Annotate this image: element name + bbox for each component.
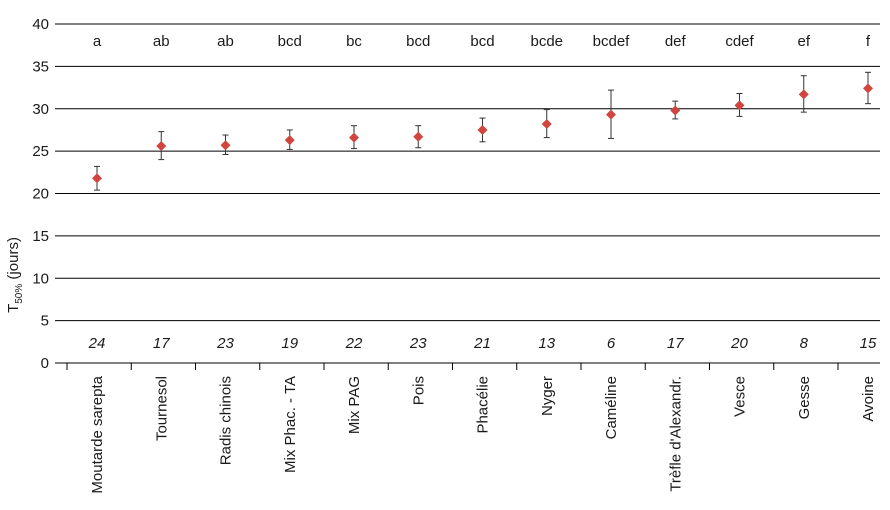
significance-letter: bcd: [470, 33, 494, 50]
sample-count: 23: [216, 335, 234, 352]
sample-count: 23: [409, 335, 427, 352]
error-bars: [94, 71, 871, 191]
data-point: [349, 132, 359, 143]
significance-letters: a ab ab bcd bc bcd bcd bcde bcdef def cdef ef f: [93, 33, 871, 50]
significance-letter: cdef: [725, 33, 754, 50]
significance-letter: ab: [153, 33, 170, 50]
data-point: [670, 105, 681, 116]
sample-count: 17: [667, 335, 684, 352]
sample-count: 19: [281, 335, 298, 352]
significance-letter: ef: [797, 33, 810, 50]
significance-letter: ab: [217, 33, 234, 50]
sample-count: 24: [88, 335, 106, 352]
y-axis-title-main: T: [5, 304, 22, 313]
sample-count: 20: [730, 335, 748, 352]
data-point: [220, 140, 231, 151]
sample-count: 17: [153, 335, 170, 352]
category-label: Mix PAG: [346, 376, 363, 434]
y-tick-label-10: 10: [32, 270, 49, 287]
data-point: [863, 83, 873, 94]
y-tick-label-25: 25: [32, 143, 49, 160]
y-axis-title: T50% (jours): [5, 237, 25, 313]
category-label: Nyger: [539, 376, 556, 416]
sample-count: 22: [345, 335, 363, 352]
significance-letter: def: [665, 33, 687, 50]
data-points: [92, 83, 873, 184]
category-label: Avoine: [860, 376, 877, 422]
sample-counts: 24 17 23 19 22 23 21 13 6 17 20 8 15: [88, 335, 877, 352]
y-axis: 0 5 10 15 20 25 30 35 40: [32, 16, 49, 372]
y-tick-label-30: 30: [32, 101, 49, 118]
significance-letter: bcd: [278, 33, 302, 50]
data-point: [798, 89, 809, 100]
y-tick-label-5: 5: [41, 313, 49, 330]
sample-count: 8: [800, 335, 809, 352]
data-point: [477, 124, 488, 135]
y-tick-label-15: 15: [32, 228, 49, 245]
data-point: [92, 173, 102, 184]
y-axis-title-suffix: (jours): [5, 237, 22, 284]
sample-count: 21: [473, 335, 491, 352]
significance-letter: bcde: [530, 33, 563, 50]
data-point: [156, 141, 167, 152]
data-point: [541, 119, 552, 130]
category-label: Trèfle d'Alexandr.: [667, 376, 684, 492]
y-tick-label-35: 35: [32, 58, 49, 75]
data-point: [284, 135, 295, 146]
sample-count: 6: [607, 335, 616, 352]
grid-lines: [55, 23, 880, 364]
significance-letter: bcdef: [593, 33, 631, 50]
category-label: Caméline: [603, 376, 620, 439]
data-point: [734, 100, 745, 111]
y-axis-title-sub: 50%: [14, 284, 25, 304]
significance-letter: a: [93, 33, 102, 50]
data-point: [413, 131, 424, 142]
category-label: Vesce: [732, 376, 749, 417]
category-label: Gesse: [796, 376, 813, 419]
category-label: Tournesol: [153, 376, 170, 441]
category-label: Phacélie: [475, 376, 492, 434]
sample-count: 15: [860, 335, 877, 352]
x-axis: [66, 363, 839, 370]
y-tick-label-40: 40: [32, 16, 49, 33]
category-label: Mix Phac. - TA: [282, 376, 299, 473]
y-tick-label-0: 0: [41, 355, 49, 372]
y-tick-label-20: 20: [32, 186, 49, 203]
significance-letter: f: [866, 33, 871, 50]
significance-letter: bcd: [406, 33, 430, 50]
significance-letter: bc: [346, 33, 362, 50]
data-point: [606, 109, 616, 120]
sample-count: 13: [538, 335, 555, 352]
category-label: Radis chinois: [218, 376, 235, 465]
category-labels: Moutarde sarepta Tournesol Radis chinois Mi…: [89, 375, 877, 493]
category-label: Pois: [410, 376, 427, 405]
category-label: Moutarde sarepta: [89, 375, 106, 493]
